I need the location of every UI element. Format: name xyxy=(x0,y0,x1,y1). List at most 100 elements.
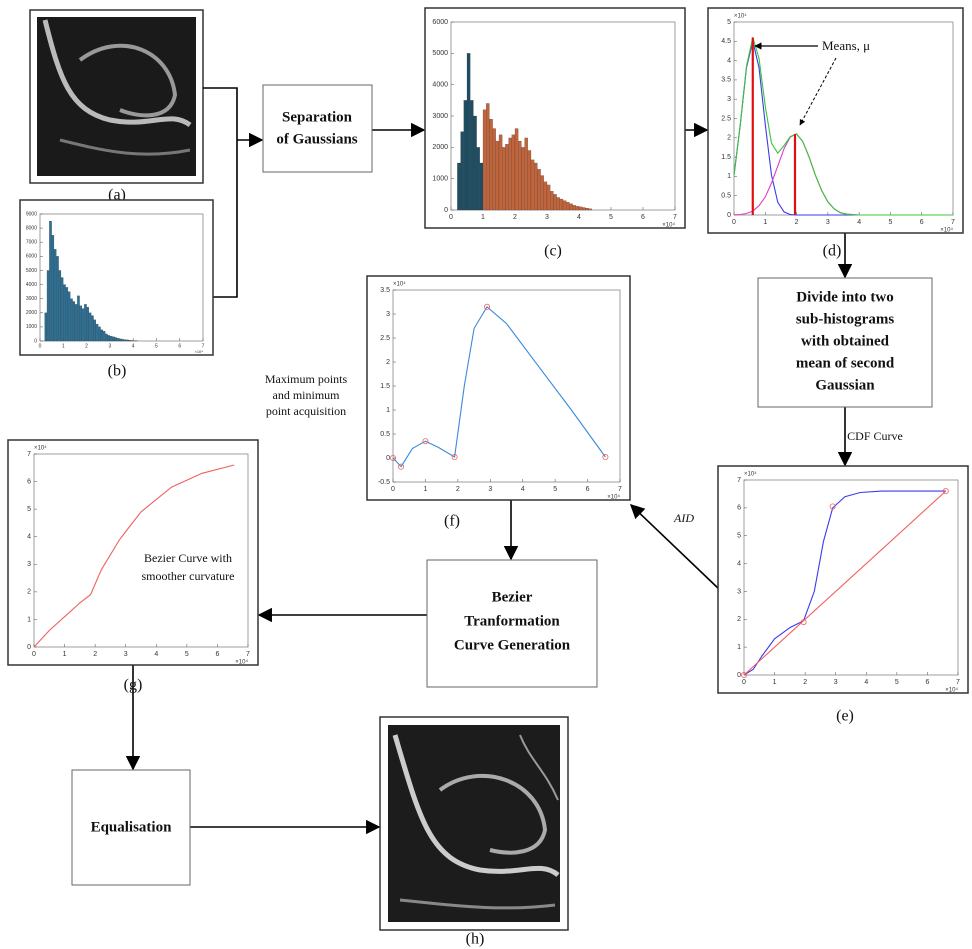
y-tick-label: 7 xyxy=(737,477,741,484)
y-tick-label: 5000 xyxy=(26,268,37,274)
histogram-bar xyxy=(515,129,518,210)
histogram-bar xyxy=(122,339,124,341)
node-label: Tranformation xyxy=(464,613,560,629)
histogram-bar xyxy=(84,304,86,341)
histogram-bar xyxy=(98,327,100,341)
node-label: Gaussian xyxy=(815,377,875,393)
x-tick-label: 0 xyxy=(732,219,736,226)
caption: (f) xyxy=(444,513,460,530)
node-label: Equalisation xyxy=(91,819,173,835)
y-tick-label: 2000 xyxy=(26,310,37,316)
histogram-bar xyxy=(493,129,496,210)
histogram-bar xyxy=(582,207,585,210)
chart-frame xyxy=(367,276,630,500)
x-tick-label: 3 xyxy=(545,214,549,221)
x-exponent: ×10⁴ xyxy=(662,222,675,229)
y-tick-label: 4 xyxy=(727,57,731,64)
x-tick-label: 4 xyxy=(132,343,135,349)
y-tick-label: 1000 xyxy=(26,324,37,330)
y-tick-label: 4 xyxy=(737,560,741,567)
histogram-bar xyxy=(91,316,93,341)
histogram-bar xyxy=(534,163,537,210)
histogram-bar xyxy=(52,235,54,341)
mri-image-a xyxy=(30,10,203,183)
x-tick-label: 1 xyxy=(423,486,427,493)
x-tick-label: 5 xyxy=(155,343,158,349)
histogram-bar xyxy=(576,206,579,210)
x-tick-label: 7 xyxy=(956,679,960,686)
histogram-bar xyxy=(537,169,540,210)
histogram-bar xyxy=(566,202,569,210)
y-tick-label: 2000 xyxy=(432,144,448,151)
y-tick-label: 5 xyxy=(737,533,741,540)
histogram-bar xyxy=(505,144,508,210)
y-tick-label: 3 xyxy=(27,561,31,568)
y-tick-label: 3000 xyxy=(432,113,448,120)
histogram-bar xyxy=(115,337,117,341)
x-tick-label: 7 xyxy=(246,651,250,658)
node-label: mean of second xyxy=(796,355,895,371)
y-tick-label: 9000 xyxy=(26,211,37,217)
x-tick-label: 1 xyxy=(763,219,767,226)
histogram-bar xyxy=(541,176,544,210)
histogram-bar xyxy=(117,338,119,341)
histogram-bar xyxy=(101,330,103,341)
y-tick-label: 2.5 xyxy=(721,115,731,122)
x-tick-label: 5 xyxy=(553,486,557,493)
x-tick-label: 5 xyxy=(888,219,892,226)
histogram-bar xyxy=(589,209,592,210)
histogram-bar xyxy=(119,339,121,341)
histogram-bar xyxy=(502,147,505,210)
y-tick-label: 6 xyxy=(27,478,31,485)
y-tick-label: 6000 xyxy=(26,254,37,260)
histogram-bar xyxy=(547,185,550,210)
y-tick-label: 3 xyxy=(386,311,390,318)
y-exponent: ×10⁴ xyxy=(744,471,757,478)
histogram-bar xyxy=(108,335,110,341)
histogram-bar xyxy=(461,132,464,210)
x-tick-label: 4 xyxy=(154,651,158,658)
x-tick-label: 1 xyxy=(773,679,777,686)
x-exponent: ×10⁴ xyxy=(945,687,958,694)
x-tick-label: 0 xyxy=(39,343,42,349)
histogram-bar xyxy=(563,201,566,210)
x-tick-label: 6 xyxy=(641,214,645,221)
histogram-bar xyxy=(105,334,107,341)
y-tick-label: 5 xyxy=(727,19,731,26)
histogram-bar xyxy=(579,207,582,210)
histogram-bar xyxy=(557,197,560,210)
x-exponent: ×10⁴ xyxy=(940,227,953,234)
histogram-bar xyxy=(457,163,460,210)
caption: (e) xyxy=(836,708,854,725)
histogram-bar xyxy=(553,194,556,210)
y-tick-label: 1 xyxy=(727,173,731,180)
caption: (b) xyxy=(108,363,127,380)
histogram-bar xyxy=(110,336,112,341)
y-tick-label: 6000 xyxy=(432,19,448,26)
histogram-bar xyxy=(499,135,502,210)
y-tick-label: 1000 xyxy=(432,176,448,183)
histogram-bar xyxy=(573,205,576,210)
x-tick-label: 6 xyxy=(586,486,590,493)
histogram-bar xyxy=(585,208,588,210)
y-tick-label: 1 xyxy=(737,644,741,651)
histogram-bar xyxy=(96,324,98,341)
y-tick-label: 1 xyxy=(27,616,31,623)
x-tick-label: 4 xyxy=(521,486,525,493)
y-tick-label: 1.5 xyxy=(721,154,731,161)
histogram-bar xyxy=(61,278,63,342)
y-tick-label: 5000 xyxy=(432,50,448,57)
histogram-bar xyxy=(103,331,105,341)
histogram-bar xyxy=(473,116,476,210)
caption: (d) xyxy=(823,243,842,260)
y-tick-label: 0 xyxy=(34,338,37,344)
y-tick-label: 0 xyxy=(386,455,390,462)
y-tick-label: 0 xyxy=(727,212,731,219)
y-tick-label: 0.5 xyxy=(721,193,731,200)
node-label: Separation xyxy=(282,109,353,125)
annotation: and minimum xyxy=(273,388,341,402)
chart: 012345670100020003000400050006000×10⁴ xyxy=(425,8,685,229)
histogram-bar xyxy=(464,100,467,210)
